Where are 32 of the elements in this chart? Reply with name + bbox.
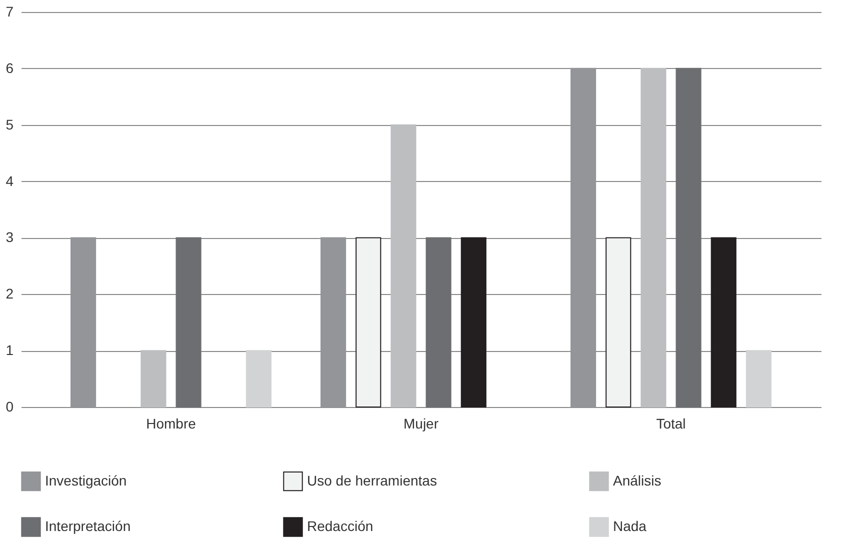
y-tick-label: 2 [6, 286, 14, 302]
x-tick-label: Mujer [403, 416, 439, 432]
bar [606, 237, 632, 408]
legend-label: Investigación [45, 472, 127, 488]
y-tick-label: 7 [6, 4, 14, 20]
bar [426, 237, 452, 408]
bar [70, 237, 96, 408]
bar [640, 68, 666, 408]
bar [246, 350, 272, 408]
x-tick-label: Total [656, 416, 686, 432]
bar [710, 237, 736, 408]
legend-label: Nada [613, 518, 647, 534]
y-tick-label: 5 [6, 116, 14, 132]
legend-label: Análisis [613, 472, 662, 488]
bar [320, 237, 346, 408]
y-tick-label: 0 [6, 398, 14, 414]
y-tick-label: 4 [6, 172, 14, 189]
legend-label: Interpretación [45, 518, 131, 534]
y-tick-label: 6 [6, 60, 14, 76]
bar [176, 237, 202, 408]
bar [570, 68, 596, 408]
bar [676, 68, 702, 408]
bar [356, 237, 382, 408]
legend-label: Redacción [307, 518, 374, 534]
bar [460, 237, 486, 408]
x-tick-label: Hombre [146, 416, 196, 432]
bar [140, 350, 166, 408]
bar [746, 350, 772, 408]
y-tick-label: 3 [6, 229, 14, 246]
legend-label: Uso de herramientas [307, 472, 437, 488]
y-tick-label: 1 [6, 342, 14, 358]
bar [390, 124, 416, 408]
